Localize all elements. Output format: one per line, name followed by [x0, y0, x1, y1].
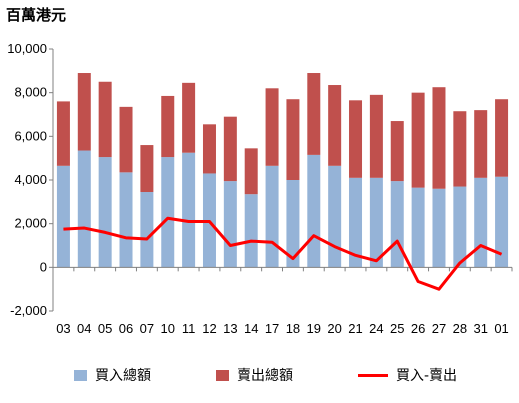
bar-sell [432, 87, 446, 189]
x-tick-label: 07 [140, 321, 154, 336]
x-tick-label: 25 [390, 321, 404, 336]
bar-buy [77, 150, 91, 268]
x-tick-label: 26 [411, 321, 425, 336]
bar-sell [119, 106, 133, 173]
x-tick-label: 05 [98, 321, 112, 336]
bar-sell [182, 82, 196, 153]
bar-sell [286, 99, 300, 180]
bar-sell [411, 92, 425, 188]
x-tick-label: 19 [307, 321, 321, 336]
bar-sell [244, 148, 258, 195]
bar-buy [98, 157, 112, 268]
x-tick-label: 27 [432, 321, 446, 336]
bar-buy [495, 176, 509, 268]
bar-sell [56, 101, 70, 166]
x-tick-label: 20 [327, 321, 341, 336]
y-tick-label: -2,000 [10, 303, 47, 318]
bar-sell [328, 85, 342, 166]
bar-sell [77, 73, 91, 151]
x-tick-label: 11 [182, 321, 196, 336]
legend-swatch-sell [216, 369, 229, 381]
line-net-series [63, 216, 503, 291]
bar-sell [474, 110, 488, 178]
bar-sell [140, 145, 154, 193]
bar-sell [161, 95, 175, 158]
legend-swatch-buy [74, 369, 87, 381]
bar-sell [369, 94, 383, 178]
y-tick-label: 6,000 [14, 128, 47, 143]
bar-buy [161, 157, 175, 268]
y-tick-label: 0 [40, 259, 47, 274]
bar-buy [453, 186, 467, 268]
bar-buy [307, 154, 321, 268]
x-tick-label: 10 [161, 321, 175, 336]
y-tick-label: 4,000 [14, 172, 47, 187]
chart-unit-title: 百萬港元 [6, 6, 67, 24]
bar-buy [432, 188, 446, 268]
bar-buy [286, 180, 300, 268]
x-tick-label: 17 [265, 321, 279, 336]
bar-buy [119, 172, 133, 268]
legend-label-sell: 賣出總額 [237, 368, 293, 384]
bar-buy [182, 152, 196, 268]
x-tick-label: 13 [223, 321, 237, 336]
legend-item-net: 買入-賣出 [358, 365, 457, 385]
x-tick-label: 28 [453, 321, 467, 336]
y-tick-label: 8,000 [14, 85, 47, 100]
y-tick-label: 2,000 [14, 216, 47, 231]
bar-sell [349, 100, 363, 178]
y-tick-label: 10,000 [7, 41, 47, 56]
bar-buy [140, 192, 154, 268]
legend-label-net: 買入-賣出 [396, 368, 458, 384]
bar-sell [223, 116, 237, 182]
legend-line-net [358, 373, 388, 377]
x-tick-label: 04 [77, 321, 91, 336]
x-tick-label: 03 [56, 321, 70, 336]
legend-item-sell: 賣出總額 [216, 365, 293, 385]
bar-buy [474, 177, 488, 268]
legend-item-buy: 買入總額 [74, 365, 151, 385]
chart-legend: 買入總額 賣出總額 買入-賣出 [0, 365, 519, 389]
bar-buy [223, 181, 237, 268]
legend-label-buy: 買入總額 [95, 368, 151, 384]
x-tick-label: 14 [244, 321, 258, 336]
x-tick-label: 31 [473, 321, 487, 336]
bar-sell [265, 88, 279, 166]
bar-sell [98, 81, 112, 158]
bar-buy [369, 177, 383, 268]
bar-buy [244, 194, 258, 268]
bar-buy [265, 165, 279, 268]
x-tick-label: 06 [119, 321, 133, 336]
bar-sell [307, 73, 321, 155]
x-tick-label: 18 [286, 321, 300, 336]
bar-buy [390, 181, 404, 268]
bar-buy [328, 165, 342, 268]
x-tick-label: 21 [348, 321, 362, 336]
x-tick-label: 12 [202, 321, 216, 336]
bar-buy [411, 187, 425, 268]
bar-sell [390, 121, 404, 182]
bar-sell [495, 99, 509, 177]
x-tick-label: 24 [369, 321, 383, 336]
bar-sell [202, 124, 216, 174]
x-tick-label: 01 [494, 321, 508, 336]
bar-buy [349, 177, 363, 268]
bar-buy [56, 165, 70, 268]
bar-sell [453, 111, 467, 187]
